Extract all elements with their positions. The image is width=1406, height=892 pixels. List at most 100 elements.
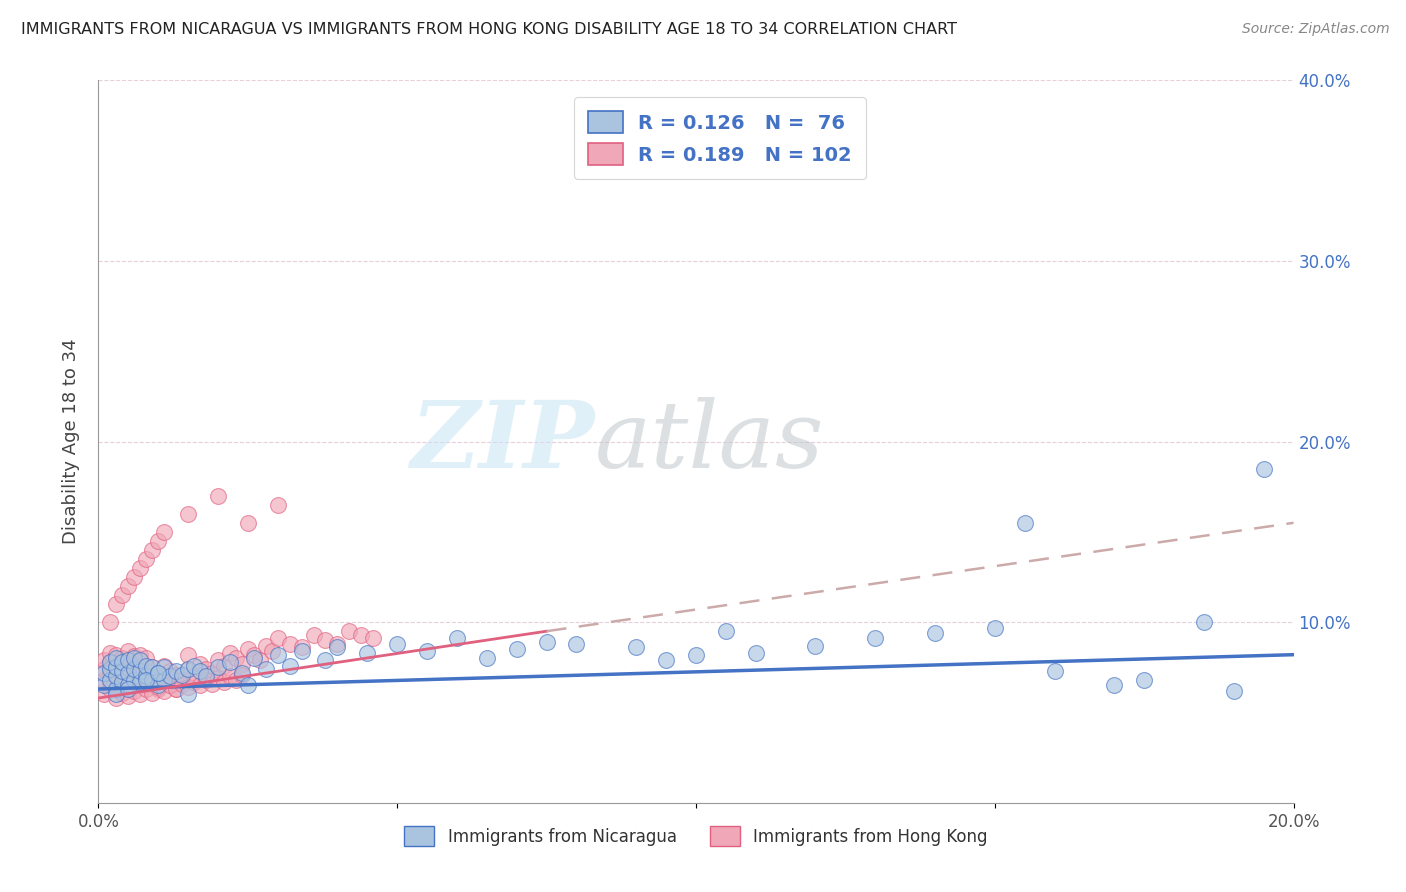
Point (129, 664, 152, 678)
Point (236, 642, 259, 657)
Point (111, 685, 134, 699)
Point (207, 489, 229, 503)
Point (135, 552, 157, 566)
Point (124, 651, 146, 665)
Point (98, 655, 122, 669)
Point (165, 667, 187, 681)
Point (153, 673, 176, 687)
Point (117, 644, 139, 658)
Point (98, 655, 122, 669)
Point (267, 632, 290, 646)
Point (302, 628, 325, 642)
Point (201, 665, 224, 680)
Point (129, 673, 152, 687)
Point (225, 651, 247, 665)
Point (207, 660, 229, 674)
Point (260, 644, 283, 658)
Point (231, 667, 253, 681)
Point (249, 653, 271, 667)
Point (135, 658, 157, 673)
Point (111, 674, 134, 689)
Point (267, 498, 290, 512)
Point (236, 516, 259, 530)
Point (129, 660, 152, 674)
Point (685, 648, 707, 662)
Point (159, 664, 181, 678)
Point (135, 681, 157, 696)
Point (124, 673, 146, 687)
Point (207, 653, 229, 667)
Point (1133, 673, 1156, 687)
Point (207, 671, 229, 685)
Point (201, 676, 224, 690)
Point (165, 681, 187, 696)
Point (195, 673, 218, 687)
Point (565, 637, 588, 651)
Point (105, 648, 128, 662)
Point (98, 662, 122, 676)
Point (111, 674, 134, 689)
Point (111, 662, 134, 676)
Point (984, 621, 1007, 635)
Point (1014, 516, 1036, 530)
Point (135, 669, 157, 683)
Point (93, 673, 115, 687)
Point (188, 678, 211, 692)
Point (141, 660, 163, 674)
Point (105, 669, 128, 683)
Point (326, 637, 349, 651)
Point (117, 653, 139, 667)
Point (135, 664, 157, 678)
Text: atlas: atlas (595, 397, 824, 486)
Point (93, 678, 115, 692)
Point (243, 648, 266, 662)
Point (231, 657, 253, 671)
Text: Source: ZipAtlas.com: Source: ZipAtlas.com (1241, 22, 1389, 37)
Point (141, 685, 163, 699)
Point (385, 637, 409, 651)
Point (177, 507, 200, 521)
Point (141, 542, 163, 557)
Point (124, 683, 146, 698)
Point (141, 674, 163, 689)
Point (153, 660, 176, 674)
Point (291, 640, 314, 655)
Point (219, 669, 242, 683)
Point (135, 673, 157, 687)
Point (236, 678, 259, 692)
Point (129, 687, 152, 701)
Point (153, 683, 176, 698)
Point (356, 646, 378, 660)
Point (105, 681, 128, 696)
Point (1253, 461, 1275, 475)
Point (117, 665, 139, 680)
Point (93, 687, 115, 701)
Point (159, 669, 181, 683)
Point (148, 678, 170, 692)
Point (148, 533, 170, 548)
Point (177, 687, 200, 701)
Point (93, 665, 115, 680)
Legend: Immigrants from Nicaragua, Immigrants from Hong Kong: Immigrants from Nicaragua, Immigrants fr… (398, 820, 994, 852)
Point (188, 657, 211, 671)
Point (655, 653, 678, 667)
Point (1192, 615, 1215, 630)
Point (924, 626, 946, 640)
Point (446, 632, 468, 646)
Point (714, 624, 737, 639)
Point (243, 651, 266, 665)
Point (1043, 664, 1066, 678)
Point (159, 678, 181, 692)
Point (135, 651, 157, 665)
Point (153, 658, 176, 673)
Point (124, 674, 146, 689)
Point (148, 667, 170, 681)
Point (111, 588, 134, 602)
Point (219, 646, 242, 660)
Point (350, 628, 373, 642)
Point (98, 615, 122, 630)
Point (117, 657, 139, 671)
Point (117, 681, 139, 696)
Point (105, 658, 128, 673)
Point (129, 648, 152, 662)
